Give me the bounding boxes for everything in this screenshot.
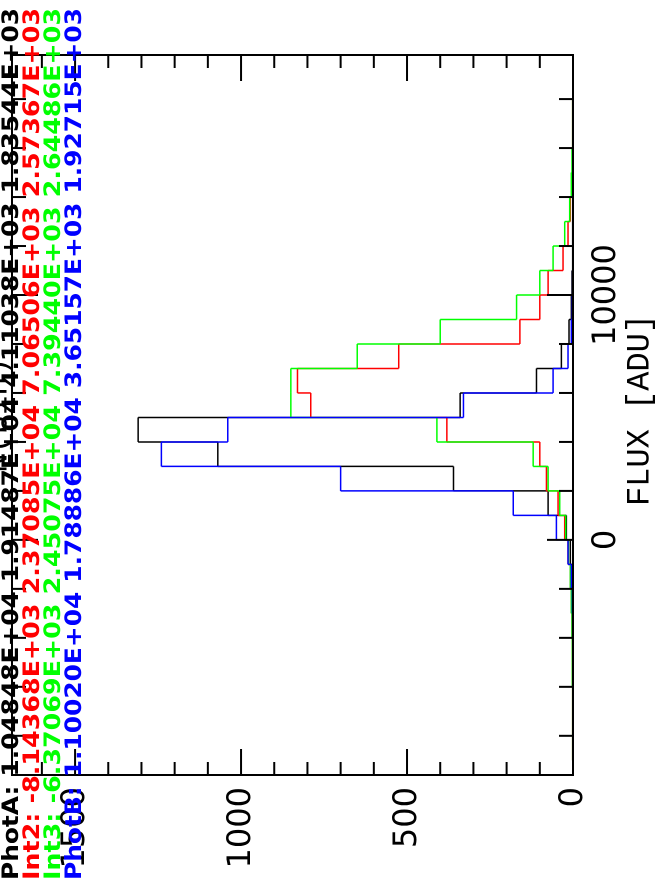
legend-stat: 2.45075E+04 — [41, 405, 66, 594]
legend-stat: 2.37085E+04 — [20, 405, 45, 594]
legend-stat: 1.04848E+04 — [0, 591, 24, 776]
x-axis-label: FLUX [ADU] — [621, 314, 658, 506]
legend-name: Int2: — [20, 813, 45, 880]
legend-name: PhotA: — [0, 786, 24, 880]
legend-stat: 2.64486E+03 — [41, 8, 66, 197]
y-tick-label: 1500 — [54, 787, 92, 868]
legend-stat: 1.78886E+04 — [62, 397, 87, 583]
plot-frame: N(bin) FLUX [ADU] 010000050010001500Phot… — [0, 8, 658, 880]
legend-stat: 1.83544E+03 — [0, 8, 24, 193]
x-tick-label: 10000 — [585, 244, 623, 346]
legend-stat: 1.91487E+04 — [0, 397, 24, 582]
legend-stat: 7.39440E+03 — [41, 207, 66, 396]
y-tick-label: 1000 — [220, 787, 258, 868]
x-tick-label: 0 — [585, 530, 623, 550]
legend-stat: -6.37069E+03 — [41, 604, 66, 804]
legend-stat: 1.92715E+03 — [62, 8, 87, 194]
plot-border — [11, 54, 574, 776]
legend-stat: 4.11038E+03 — [0, 202, 24, 387]
legend-stat: 7.06506E+03 — [20, 207, 45, 396]
y-tick-label: 500 — [386, 787, 424, 848]
legend-name: PhotB: — [62, 786, 87, 880]
legend-stat: 3.65157E+03 — [62, 203, 87, 389]
legend-stat: 1.10020E+04 — [62, 592, 87, 778]
y-tick-label: 0 — [552, 787, 590, 807]
legend-stat: 2.57367E+03 — [20, 8, 45, 197]
legend-stat: -8.14368E+03 — [20, 604, 45, 804]
legend-name: Int3: — [41, 813, 66, 880]
legend-entry: PhotB: 1.10020E+04 1.78886E+04 3.65157E+03 1… — [62, 8, 87, 880]
legend-entry: Int2: -8.14368E+03 2.37085E+04 7.06506E+03 2… — [20, 8, 45, 880]
legend-entry: PhotA: 1.04848E+04 1.91487E+04 4.11038E+03 1… — [0, 8, 24, 880]
legend-entry: Int3: -6.37069E+03 2.45075E+04 7.39440E+03 2… — [41, 8, 66, 880]
